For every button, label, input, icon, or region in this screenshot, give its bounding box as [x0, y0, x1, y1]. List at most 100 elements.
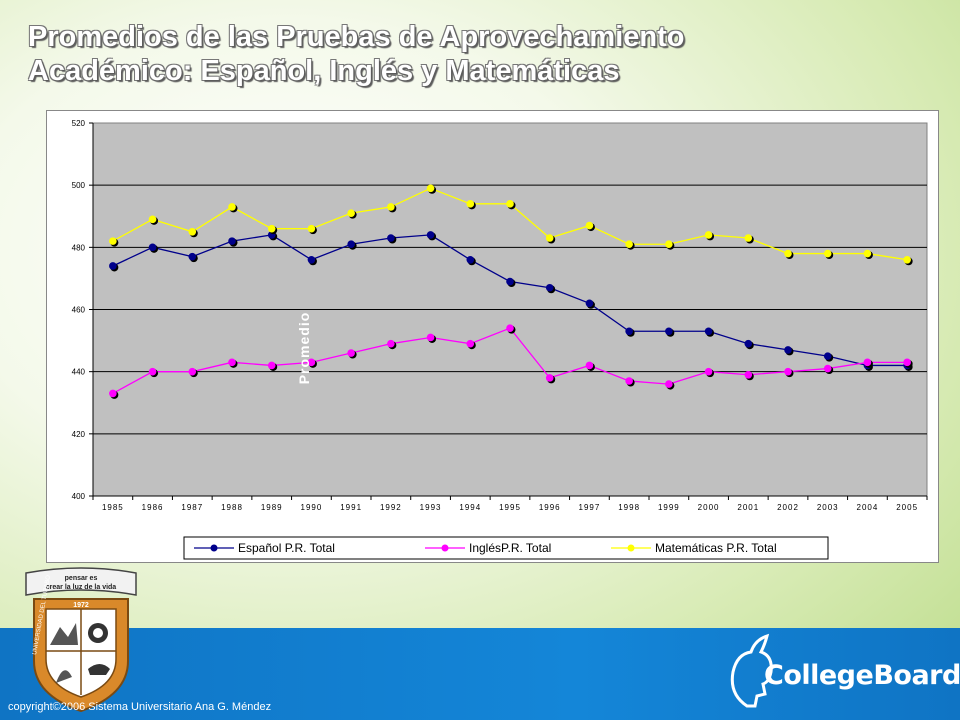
- data-point: [307, 255, 316, 264]
- data-point: [744, 339, 753, 348]
- data-point: [784, 367, 792, 376]
- data-point: [466, 200, 475, 208]
- y-tick-label: 420: [72, 430, 86, 439]
- data-point: [188, 252, 197, 261]
- data-point: [625, 327, 633, 336]
- copyright-text: copyright©2006 Sistema Universitario Ana…: [8, 701, 272, 713]
- legend-box: [183, 536, 829, 560]
- data-point: [506, 200, 514, 208]
- x-tick-label: 1999: [658, 503, 680, 512]
- x-tick-label: 1990: [301, 503, 323, 512]
- legend-label: InglésP.R. Total: [469, 541, 551, 555]
- y-tick-label: 500: [72, 181, 86, 190]
- x-tick-label: 1988: [221, 503, 243, 512]
- data-point: [228, 203, 236, 211]
- data-point: [704, 231, 713, 239]
- data-point: [823, 249, 832, 258]
- data-point: [267, 361, 276, 370]
- y-tick-label: 480: [72, 243, 86, 252]
- y-axis-label: Promedio: [296, 311, 312, 385]
- data-point: [863, 358, 872, 367]
- x-tick-label: 1994: [459, 503, 481, 512]
- series-1: [109, 324, 913, 399]
- data-point: [665, 380, 673, 388]
- data-point: [466, 339, 475, 348]
- data-point: [387, 339, 395, 348]
- legend-label: Matemáticas P.R. Total: [655, 541, 777, 555]
- apple-head-icon: [730, 633, 773, 708]
- x-tick-label: 1993: [420, 503, 442, 512]
- data-point: [744, 234, 753, 242]
- x-tick-label: 1987: [181, 503, 203, 512]
- x-tick-label: 2002: [777, 503, 799, 512]
- data-point: [585, 221, 594, 230]
- chart-frame: 400 420 440 460 480 500 520 1985 1986 1987 1988 19…: [46, 110, 939, 563]
- data-point: [506, 324, 514, 332]
- data-point: [347, 349, 355, 357]
- data-point: [704, 367, 713, 376]
- data-point: [188, 367, 197, 376]
- data-point: [665, 240, 673, 249]
- legend-marker: [441, 544, 449, 552]
- data-point: [267, 224, 276, 233]
- data-point: [545, 234, 554, 242]
- data-point: [148, 243, 157, 252]
- data-point: [387, 203, 395, 211]
- x-tick-label: 2003: [817, 503, 839, 512]
- data-point: [426, 231, 435, 239]
- data-point: [109, 237, 117, 245]
- data-point: [426, 184, 435, 193]
- y-axis: 400 420 440 460 480 500 520: [72, 119, 94, 501]
- y-tick-label: 440: [72, 368, 86, 377]
- slide-title: Promedios de las Pruebas de Aprovechamie…: [28, 20, 928, 88]
- data-point: [506, 277, 514, 286]
- x-tick-label: 1986: [142, 503, 164, 512]
- legend: Español P.R. Total InglésP.R. Total Matemá…: [183, 536, 829, 560]
- data-point: [823, 352, 832, 360]
- data-point: [387, 234, 395, 242]
- series-0: [109, 231, 913, 371]
- data-point: [307, 224, 316, 233]
- data-point: [228, 358, 236, 367]
- x-tick-label: 2004: [857, 503, 879, 512]
- data-point: [625, 240, 633, 249]
- x-tick-label: 1992: [380, 503, 402, 512]
- legend-label: Español P.R. Total: [238, 541, 335, 555]
- data-point: [228, 237, 236, 245]
- data-point: [545, 283, 554, 292]
- data-point: [188, 227, 197, 236]
- data-point: [426, 333, 435, 342]
- data-point: [148, 215, 157, 224]
- data-point: [347, 209, 355, 217]
- y-tick-label: 520: [72, 119, 86, 128]
- legend-marker: [210, 544, 218, 552]
- data-point: [903, 358, 911, 367]
- x-tick-label: 1995: [499, 503, 521, 512]
- x-tick-label: 1998: [618, 503, 640, 512]
- x-axis: 1985 1986 1987 1988 1989 1990 1991 1992 1993 1994…: [92, 495, 928, 512]
- collegeboard-logo-text: CollegeBoard: [764, 660, 960, 691]
- series-layer: [109, 184, 913, 399]
- title-line-2: Académico: Español, Inglés y Matemáticas: [28, 55, 620, 87]
- data-point: [863, 249, 872, 258]
- data-point: [744, 370, 753, 379]
- seal-banner-line-2: crear la luz de la vida: [46, 584, 117, 591]
- x-tick-label: 1985: [102, 503, 124, 512]
- seal-year: 1972: [73, 602, 89, 609]
- x-tick-label: 2005: [896, 503, 918, 512]
- data-point: [109, 389, 117, 398]
- data-point: [784, 249, 792, 258]
- data-point: [585, 361, 594, 370]
- x-tick-label: 2000: [698, 503, 720, 512]
- y-tick-label: 400: [72, 492, 86, 501]
- data-point: [347, 240, 355, 249]
- data-point: [109, 262, 117, 270]
- data-point: [704, 327, 713, 336]
- seal-banner-line-1: pensar es: [65, 575, 98, 582]
- footer-band: [0, 628, 960, 720]
- data-point: [784, 346, 792, 354]
- legend-marker: [627, 544, 635, 552]
- x-tick-label: 1997: [579, 503, 601, 512]
- data-point: [466, 255, 475, 264]
